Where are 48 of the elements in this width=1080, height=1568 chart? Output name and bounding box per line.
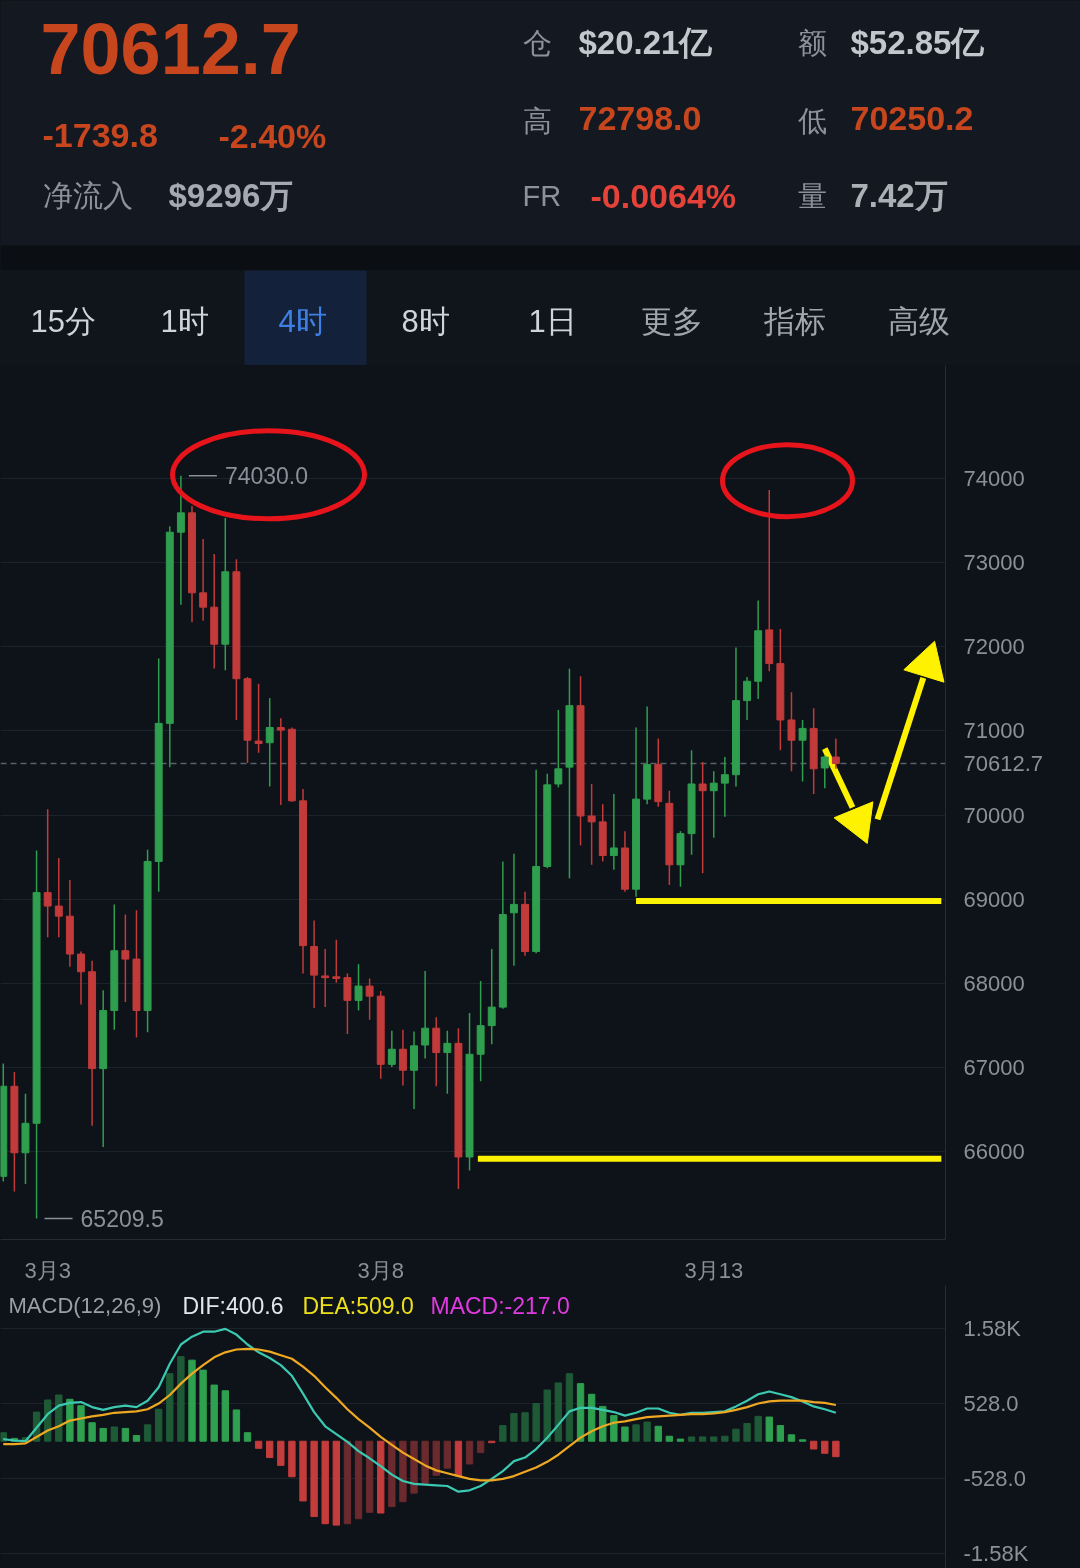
y-tick-label: 74000 bbox=[963, 465, 1025, 491]
chart-title: MACD(12,26,9) bbox=[8, 1293, 162, 1318]
y-tick-label: -528.0 bbox=[963, 1466, 1026, 1492]
text: 8时 bbox=[401, 304, 450, 339]
y-tick-label: -1.58K bbox=[963, 1541, 1029, 1567]
x-tick-label: 3月3 bbox=[24, 1257, 71, 1283]
text: 1日 bbox=[528, 304, 577, 339]
text: -0.0064% bbox=[590, 176, 737, 215]
text: 72798.0 bbox=[578, 99, 702, 137]
y-tick-label: 67000 bbox=[963, 1055, 1025, 1081]
text: 净流入 bbox=[42, 179, 133, 212]
ref-line-label: 70612.7 bbox=[963, 751, 1044, 777]
text: 低 bbox=[797, 104, 827, 137]
text: 7.42万 bbox=[850, 177, 948, 214]
annotation: DEA:509.0 bbox=[302, 1292, 414, 1319]
y-tick-label: 70000 bbox=[963, 802, 1025, 828]
text: 1时 bbox=[160, 304, 209, 339]
annotation: 65209.5 bbox=[80, 1205, 164, 1232]
text: 指标 bbox=[762, 304, 826, 339]
text: -2.40% bbox=[218, 116, 327, 155]
text: 量 bbox=[797, 179, 827, 212]
y-tick-label: 73000 bbox=[963, 550, 1025, 576]
y-tick-label: 69000 bbox=[963, 886, 1025, 912]
text: 70612.7 bbox=[40, 8, 301, 89]
text: FR bbox=[522, 179, 562, 212]
text: 高 bbox=[522, 104, 552, 137]
text: 高级 bbox=[887, 304, 950, 339]
x-tick-label: 3月8 bbox=[357, 1257, 404, 1283]
text: 15分 bbox=[30, 304, 96, 339]
text: -1739.8 bbox=[42, 116, 158, 154]
text: 70250.2 bbox=[850, 99, 974, 137]
y-tick-label: 68000 bbox=[963, 971, 1025, 997]
text: $9296万 bbox=[168, 177, 294, 214]
y-tick-label: 1.58K bbox=[963, 1316, 1022, 1342]
y-tick-label: 71000 bbox=[963, 718, 1025, 744]
y-tick-label: 528.0 bbox=[963, 1391, 1019, 1417]
text: 额 bbox=[797, 26, 827, 59]
text: 4时 bbox=[278, 304, 327, 339]
text: $20.21亿 bbox=[578, 24, 714, 61]
text: $52.85亿 bbox=[850, 24, 986, 61]
annotation: DIF:400.6 bbox=[182, 1292, 284, 1319]
y-tick-label: 72000 bbox=[963, 634, 1025, 660]
x-tick-label: 3月13 bbox=[684, 1257, 744, 1283]
annotation: 74030.0 bbox=[224, 463, 309, 490]
y-tick-label: 66000 bbox=[963, 1139, 1025, 1165]
text: 仓 bbox=[522, 26, 552, 59]
text: 更多 bbox=[640, 304, 703, 339]
annotation: MACD:-217.0 bbox=[430, 1292, 570, 1319]
